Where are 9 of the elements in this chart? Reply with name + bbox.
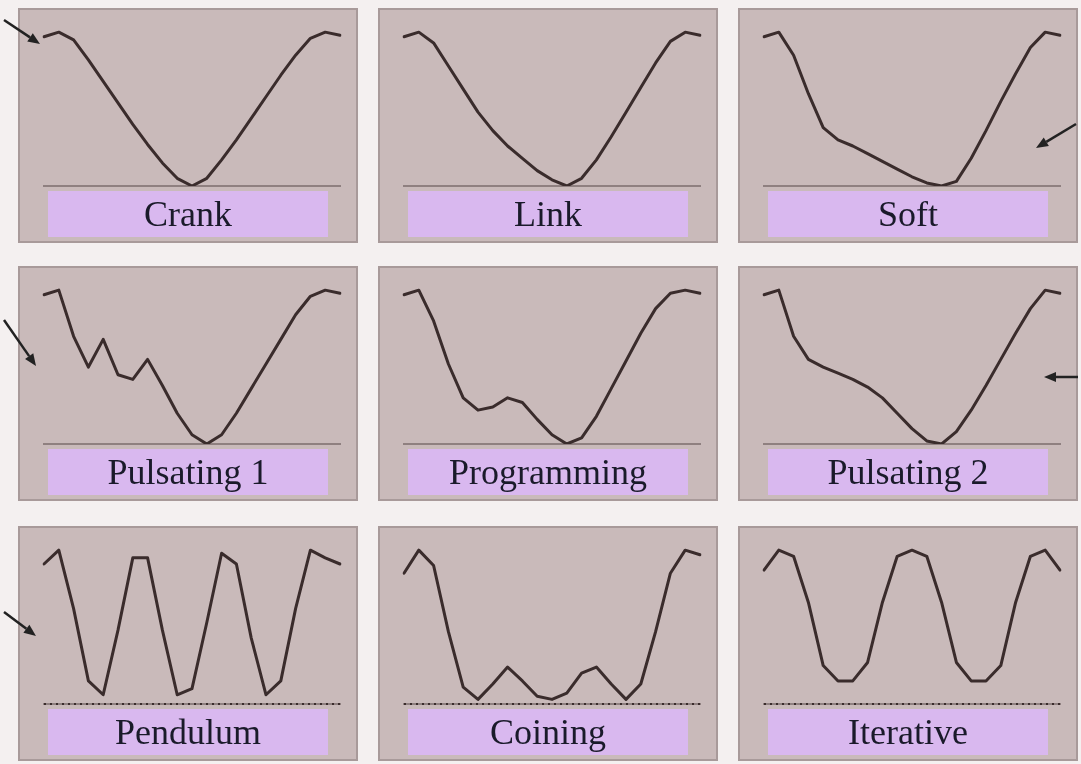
text: Coining xyxy=(408,709,688,755)
text: Pendulum xyxy=(48,709,328,755)
text: Crank xyxy=(48,191,328,237)
text: Link xyxy=(408,191,688,237)
text: Iterative xyxy=(768,709,1048,755)
text: Programming xyxy=(408,449,688,495)
text: Pulsating 2 xyxy=(768,449,1048,495)
text: Pulsating 1 xyxy=(48,449,328,495)
text: Soft xyxy=(768,191,1048,237)
